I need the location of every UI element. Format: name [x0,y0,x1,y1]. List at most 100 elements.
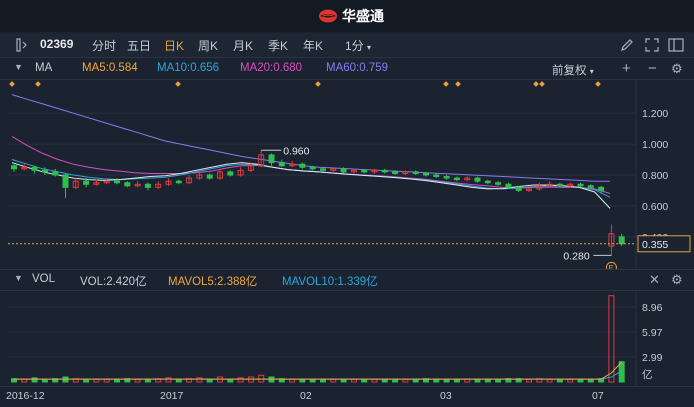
volume-bar [330,378,337,383]
tab-intraday[interactable]: 分时 [92,39,117,53]
candle-body [21,166,28,170]
volume-bar [577,378,584,383]
collapse-triangle-icon[interactable]: ▼ [14,273,23,283]
candle-body [103,180,110,184]
candle-body [247,165,254,171]
chevron-down-icon: ▾ [367,43,372,52]
candle-body [505,183,512,188]
close-icon[interactable]: ✕ [649,272,660,287]
volume-bar [433,378,440,383]
event-diamond-icon [175,81,181,87]
event-diamond-icon [35,81,41,87]
candle-body [258,154,265,167]
current-price-label: 0.355 [642,239,668,251]
candle-body [412,171,419,174]
candle-body [268,154,275,164]
panel-toggle-icon[interactable] [16,38,28,57]
gear-icon[interactable]: ⚙ [671,61,683,76]
mavol10-line [14,370,622,380]
volume-bar [392,378,399,383]
candle-body [567,183,574,187]
candle-body [196,174,203,179]
event-marker-icon [605,261,617,269]
candle-body [587,185,594,188]
x-tick-label: 02 [300,390,312,402]
tab-quarterly-k[interactable]: 季K [268,39,289,53]
candle-body [402,171,409,174]
ma20-line [11,135,611,194]
expand-icon[interactable] [645,38,659,57]
candle-body [134,183,141,187]
chevron-down-icon: ▾ [589,67,594,76]
volume-bar [567,378,574,383]
plus-icon[interactable]: + [622,60,631,77]
current-price-box [637,235,691,253]
candle-body [484,180,491,184]
volume-bar [608,295,615,383]
volume-bar [21,378,28,383]
app-title: 华盛通 [342,9,384,25]
tab-yearly-k[interactable]: 年K [303,39,324,53]
volume-bar [402,378,409,383]
ma-indicator-bar: ▼ MA MA5:0.584 MA10:0.656 MA20:0.680 MA6… [0,59,694,80]
candle-body [577,183,584,187]
candle-body [11,165,17,170]
volume-tick-label: 5.97 [642,327,663,339]
candle-body [155,183,162,188]
candle-body [278,162,285,167]
minus-icon[interactable]: − [648,60,657,77]
volume-bar [206,378,213,383]
lips-logo-icon [319,9,337,23]
tab-five-day[interactable]: 五日 [127,39,152,53]
candle-body [175,180,182,184]
window-icon[interactable] [668,38,684,57]
ma60-value: MA60:0.759 [326,62,389,74]
candle-body [165,180,172,185]
x-tick-label: 2017 [160,390,184,402]
volume-bar [495,378,502,383]
candle-body [299,163,306,168]
volume-unit-label: 亿 [642,368,653,381]
volume-bar [41,378,48,383]
volume-bar [227,378,234,383]
pencil-icon[interactable] [620,38,634,57]
candle-body [340,168,347,173]
candle-body [361,169,368,173]
candle-body [309,166,316,170]
collapse-triangle-icon[interactable]: ▼ [14,62,23,72]
volume-bar [526,378,532,383]
volume-bar [320,378,326,383]
volume-tick-label: 8.96 [642,302,663,314]
candle-body [381,169,388,173]
candle-body [124,182,131,187]
volume-bar [309,378,316,383]
volume-bar [340,378,347,383]
event-diamond-icon [539,81,545,87]
adjust-dropdown[interactable]: 前复权 ▾ [552,62,594,78]
candle-body [186,177,193,184]
price-tick-label: 1.000 [642,139,668,151]
gear-icon[interactable]: ⚙ [671,272,683,287]
candle-body [62,174,69,188]
tab-daily-k[interactable]: 日K [164,39,185,53]
volume-bar [361,378,368,383]
volume-bar [103,378,110,383]
toolbar: 02369 分时 五日 日K 周K 月K 季K 年K 1分 ▾ [0,33,694,58]
tab-monthly-k[interactable]: 月K [233,39,254,53]
vol-value: VOL:2.420亿 [80,276,147,288]
price-chart: 1.2001.0000.8000.6000.4000.9600.280E0.35… [8,80,691,269]
mavol10-value: MAVOL10:1.339亿 [282,276,378,288]
candle-body [464,177,471,181]
volume-bar [546,378,553,383]
price-tick-label: 0.600 [642,201,668,213]
mavol5-value: MAVOL5:2.388亿 [168,276,258,288]
minute-dropdown[interactable]: 1分 ▾ [345,37,371,54]
candle-body [320,168,326,171]
title-bar: 华盛通 [0,0,694,32]
candle-body [495,182,502,185]
tab-weekly-k[interactable]: 周K [198,39,219,53]
minute-label: 1分 [345,39,364,53]
candle-body [227,171,234,176]
candle-body [144,183,151,188]
volume-bar [412,378,419,383]
